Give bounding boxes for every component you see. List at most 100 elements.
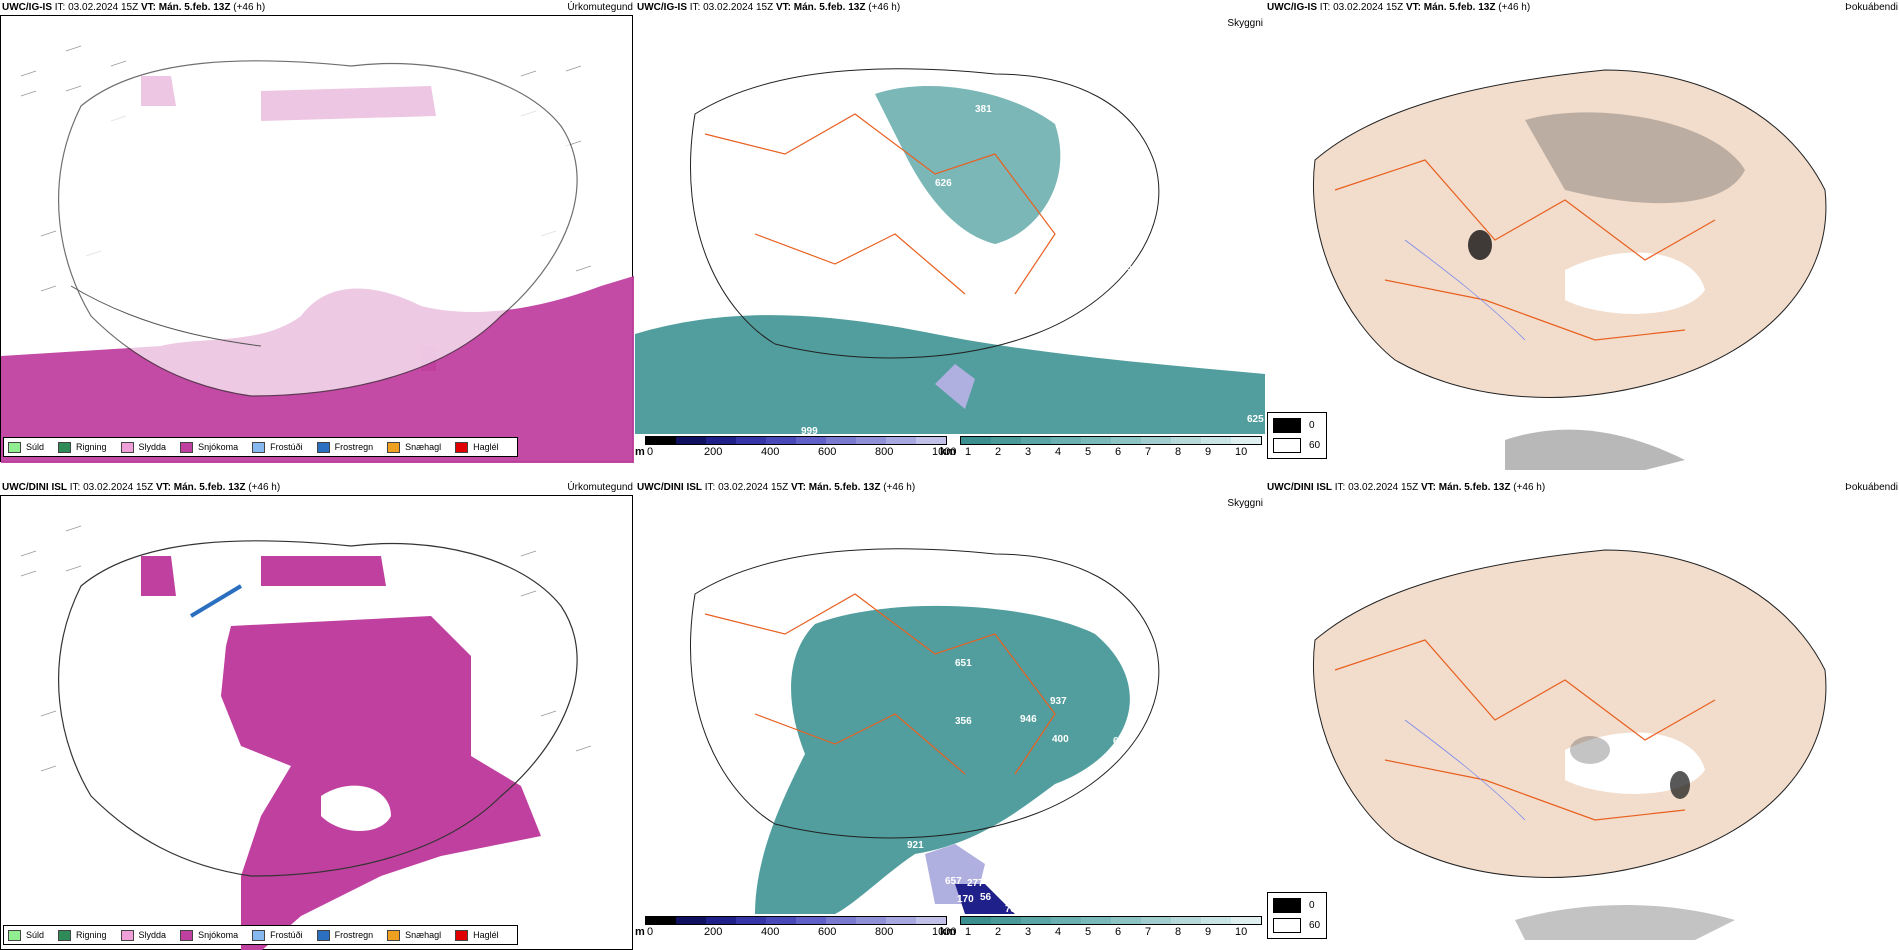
precip-map xyxy=(1,45,634,463)
colorbar-cell xyxy=(1081,437,1111,444)
colorbar-cell xyxy=(766,917,796,924)
panel-fog-dini: UWC/DINI ISL IT: 03.02.2024 15Z VT: Mán.… xyxy=(1265,480,1900,950)
vis-label: 352 xyxy=(907,864,924,875)
colorbar-cell xyxy=(1051,917,1081,924)
colorbar-unit-km: km xyxy=(940,926,956,938)
panel-header: UWC/IG-IS IT: 03.02.2024 15Z VT: Mán. 5.… xyxy=(637,2,901,13)
legend-item: Frostregn xyxy=(316,929,373,941)
legend-item: Snjókoma xyxy=(180,441,238,453)
vis-label: 318 xyxy=(1115,262,1132,273)
colorbar-tick: 8 xyxy=(1175,926,1182,938)
swatch-snow-pellets xyxy=(387,929,401,941)
colorbar-cell xyxy=(991,437,1021,444)
legend-item: Frostregn xyxy=(316,441,373,453)
vis-label: 312 xyxy=(947,598,964,609)
legend-item: Snæhagl xyxy=(387,929,441,941)
colorbar-tick: 3 xyxy=(1025,446,1032,458)
colorbar-tick: 5 xyxy=(1085,446,1092,458)
vis-label: 401 xyxy=(995,878,1012,889)
swatch-rain xyxy=(58,929,72,941)
colorbar-tick: 600 xyxy=(818,446,837,458)
vis-label: 381 xyxy=(975,104,992,115)
vis-label: 999 xyxy=(801,426,818,437)
vis-label: 921 xyxy=(907,840,924,851)
colorbar-tick: 800 xyxy=(875,446,894,458)
colorbar-tick: 7 xyxy=(1145,926,1152,938)
legend-item: Slydda xyxy=(120,441,166,453)
colorbar-cell xyxy=(1081,917,1111,924)
vis-label: 674 xyxy=(1113,736,1130,747)
colorbar-km xyxy=(960,916,1262,925)
vis-label: 625 xyxy=(1247,414,1264,425)
swatch-freezing-drizzle xyxy=(252,441,266,453)
colorbar-cell xyxy=(886,437,916,444)
colorbar-cell xyxy=(856,437,886,444)
colorbar-km xyxy=(960,436,1262,445)
colorbar-cell xyxy=(1141,437,1171,444)
colorbar-cell xyxy=(826,917,856,924)
colorbar-cell xyxy=(646,437,676,444)
colorbar-tick: 0 xyxy=(647,446,654,458)
colorbar-cell xyxy=(916,917,946,924)
map-frame: Súld Rigning Slydda Snjókoma Frostúði Fr… xyxy=(0,15,634,463)
panel-header: UWC/DINI ISL IT: 03.02.2024 15Z VT: Mán.… xyxy=(2,482,281,493)
vis-label: 937 xyxy=(1050,696,1067,707)
colorbar-tick: 4 xyxy=(1055,446,1062,458)
legend-item: Frostúði xyxy=(252,441,303,453)
colorbar-tick: 6 xyxy=(1115,926,1122,938)
colorbar-cell xyxy=(796,437,826,444)
colorbar-cell xyxy=(646,917,676,924)
colorbar-tick: 3 xyxy=(1025,926,1032,938)
vis-label: 946 xyxy=(1020,714,1037,725)
colorbar-cell xyxy=(886,917,916,924)
colorbar-tick: 9 xyxy=(1205,926,1212,938)
colorbar-cell xyxy=(961,917,991,924)
fog-legend: 0 60 xyxy=(1267,892,1327,939)
vis-label: 290 xyxy=(1060,812,1077,823)
fog-map xyxy=(1313,549,1827,940)
panel-title: Úrkomutegund xyxy=(567,2,633,13)
colorbar-cell xyxy=(856,917,886,924)
vis-label: 427 xyxy=(1113,196,1130,207)
legend-item: Slydda xyxy=(120,929,166,941)
swatch-snow xyxy=(180,929,194,941)
panel-fog-ig: UWC/IG-IS IT: 03.02.2024 15Z VT: Mán. 5.… xyxy=(1265,0,1900,470)
colorbar-cell xyxy=(1231,437,1261,444)
vis-label: 626 xyxy=(935,178,952,189)
precip-legend: Súld Rigning Slydda Snjókoma Frostúði Fr… xyxy=(3,925,518,945)
legend-item: Súld xyxy=(8,929,44,941)
panel-header: UWC/DINI ISL IT: 03.02.2024 15Z VT: Mán.… xyxy=(637,482,916,493)
panel-header: UWC/IG-IS IT: 03.02.2024 15Z VT: Mán. 5.… xyxy=(1267,2,1531,13)
swatch-sleet xyxy=(120,441,134,453)
colorbar-tick: 2 xyxy=(995,926,1002,938)
legend-item: Snæhagl xyxy=(387,441,441,453)
vis-label: 432 xyxy=(995,592,1012,603)
swatch-freezing-rain xyxy=(316,929,330,941)
colorbar-tick: 200 xyxy=(704,926,723,938)
colorbar-tick: 10 xyxy=(1235,926,1248,938)
legend-item: Rigning xyxy=(58,929,107,941)
colorbar-cell xyxy=(766,437,796,444)
vis-label: 651 xyxy=(955,658,972,669)
colorbar-cell xyxy=(676,437,706,444)
swatch-drizzle xyxy=(8,441,21,453)
panel-title: Skyggni xyxy=(1227,498,1263,509)
visibility-map xyxy=(690,548,1160,914)
vis-label: 356 xyxy=(955,716,972,727)
vis-label: 341 xyxy=(1050,216,1067,227)
colorbar-tick: 0 xyxy=(647,926,654,938)
panel-precip-type-dini: UWC/DINI ISL IT: 03.02.2024 15Z VT: Mán.… xyxy=(0,480,635,950)
colorbar-cell xyxy=(991,917,1021,924)
panel-title: Þokuábendi xyxy=(1845,482,1898,493)
swatch-rain xyxy=(58,441,72,453)
colorbar-tick: 4 xyxy=(1055,926,1062,938)
colorbar-cell xyxy=(1201,917,1231,924)
colorbar-tick: 10 xyxy=(1235,446,1248,458)
colorbar-tick: 1 xyxy=(965,446,972,458)
fog-swatch-dark xyxy=(1273,898,1301,913)
colorbar-cell xyxy=(796,917,826,924)
panel-precip-type-ig: UWC/IG-IS IT: 03.02.2024 15Z VT: Mán. 5.… xyxy=(0,0,635,470)
swatch-drizzle xyxy=(8,929,21,941)
colorbar-tick: 400 xyxy=(761,926,780,938)
colorbar-unit-m: m xyxy=(635,926,645,938)
